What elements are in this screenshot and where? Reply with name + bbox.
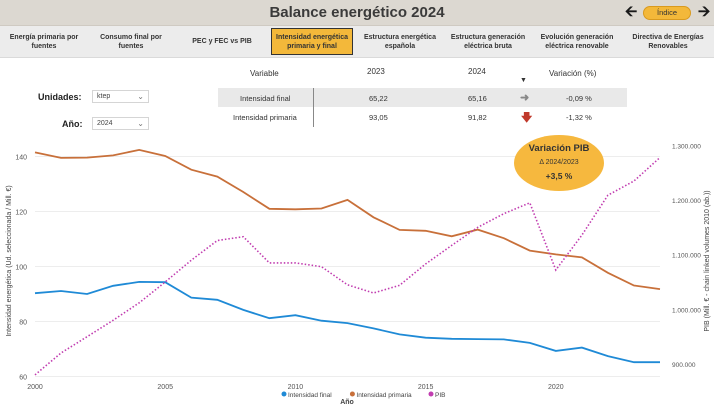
legend-label: Intensidad primaria [356, 392, 412, 399]
arrow-right-icon: ➜ [520, 92, 530, 104]
tab-estructura-generacion[interactable]: Estructura generación eléctrica bruta [450, 33, 526, 50]
index-button[interactable]: Índice [643, 6, 691, 20]
arrow-down-icon: 🡇 [521, 112, 533, 124]
tab-consumo-final[interactable]: Consumo final por fuentes [100, 33, 162, 50]
x-tick-label: 2015 [418, 384, 434, 391]
y2-tick-label: 1.100.000 [672, 253, 701, 260]
y-tick-label: 100 [15, 265, 27, 272]
arrow-right-icon[interactable]: 🡪 [698, 3, 711, 20]
col-header-2024[interactable]: 2024 [468, 67, 486, 76]
y-tick-label: 120 [15, 210, 27, 217]
gdp-variation-bubble: Variación PIB Δ 2024/2023 +3,5 % [514, 135, 604, 191]
x-tick-label: 2020 [548, 384, 564, 391]
row-variable: Intensidad final [240, 94, 291, 103]
row-variation: -1,32 % [566, 113, 592, 122]
sort-desc-icon[interactable]: ▼ [520, 77, 527, 84]
year-value: 2024 [97, 120, 113, 127]
y-tick-label: 140 [15, 155, 27, 162]
chevron-down-icon: ⌄ [137, 92, 144, 101]
tab-directiva-renovables[interactable]: Directiva de Energías Renovables [632, 33, 704, 50]
y-tick-label: 80 [19, 320, 27, 327]
legend-marker [349, 391, 355, 397]
chevron-down-icon: ⌄ [137, 119, 144, 128]
year-dropdown[interactable]: 2024 ⌄ [92, 117, 149, 130]
legend-label: PIB [435, 392, 445, 399]
y-axis-label: Intensidad energética (Ud. seleccionada … [6, 185, 13, 336]
tab-energia-primaria[interactable]: Energía primaria por fuentes [9, 33, 79, 50]
y2-tick-label: 900.000 [672, 362, 696, 369]
tab-bar: Energía primaria por fuentes Consumo fin… [0, 26, 714, 58]
units-value: ktep [97, 93, 111, 100]
x-axis-label: Año [340, 399, 354, 404]
tab-pec-fec-pib[interactable]: PEC y FEC vs PIB [192, 38, 252, 45]
year-label: Año: [62, 119, 83, 129]
y2-tick-label: 1.000.000 [672, 307, 701, 314]
bubble-value: +3,5 % [545, 171, 573, 181]
row-variation: -0,09 % [566, 94, 592, 103]
table-row[interactable]: Intensidad final 65,22 65,16 ➜ -0,09 % [218, 88, 627, 107]
x-tick-label: 2000 [27, 384, 43, 391]
legend-label: Intensidad final [288, 392, 332, 399]
row-value-2024: 91,82 [468, 113, 487, 122]
col-header-variacion[interactable]: Variación (%) [549, 69, 597, 78]
bubble-subtitle: Δ 2024/2023 [539, 159, 579, 166]
tab-evolucion-renovable[interactable]: Evolución generación eléctrica renovable [540, 33, 614, 50]
page-title: Balance energético 2024 [269, 4, 445, 21]
legend-marker [281, 391, 287, 397]
units-dropdown[interactable]: ktep ⌄ [92, 90, 149, 103]
series-line-pib [34, 156, 661, 376]
table-divider [313, 88, 314, 127]
tab-estructura-energetica[interactable]: Estructura energética española [364, 33, 436, 50]
x-tick-label: 2010 [288, 384, 304, 391]
row-value-2023: 65,22 [369, 94, 388, 103]
y2-tick-label: 1.300.000 [672, 143, 701, 150]
col-header-2023[interactable]: 2023 [367, 67, 385, 76]
table-row[interactable]: Intensidad primaria 93,05 91,82 🡇 -1,32 … [218, 108, 627, 127]
series-line-intensidad-primaria [34, 148, 661, 290]
y-tick-label: 60 [19, 375, 27, 382]
col-header-variable[interactable]: Variable [250, 69, 279, 78]
bubble-title: Variación PIB [528, 143, 590, 154]
legend-marker [428, 391, 434, 397]
arrow-left-icon[interactable]: 🡨 [625, 3, 638, 20]
units-label: Unidades: [38, 92, 82, 102]
row-variable: Intensidad primaria [233, 113, 297, 122]
row-value-2023: 93,05 [369, 113, 388, 122]
series-line-intensidad-final [34, 280, 660, 364]
x-tick-label: 2005 [157, 384, 173, 391]
title-bar: Balance energético 2024 🡨 Índice 🡪 [0, 0, 714, 26]
y2-axis-label: PIB (Mill. € - chain linked volumes 2010… [704, 190, 711, 331]
tab-intensidad-energetica[interactable]: Intensidad energética primaria y final [271, 28, 353, 55]
y2-tick-label: 1.200.000 [672, 198, 701, 205]
row-value-2024: 65,16 [468, 94, 487, 103]
